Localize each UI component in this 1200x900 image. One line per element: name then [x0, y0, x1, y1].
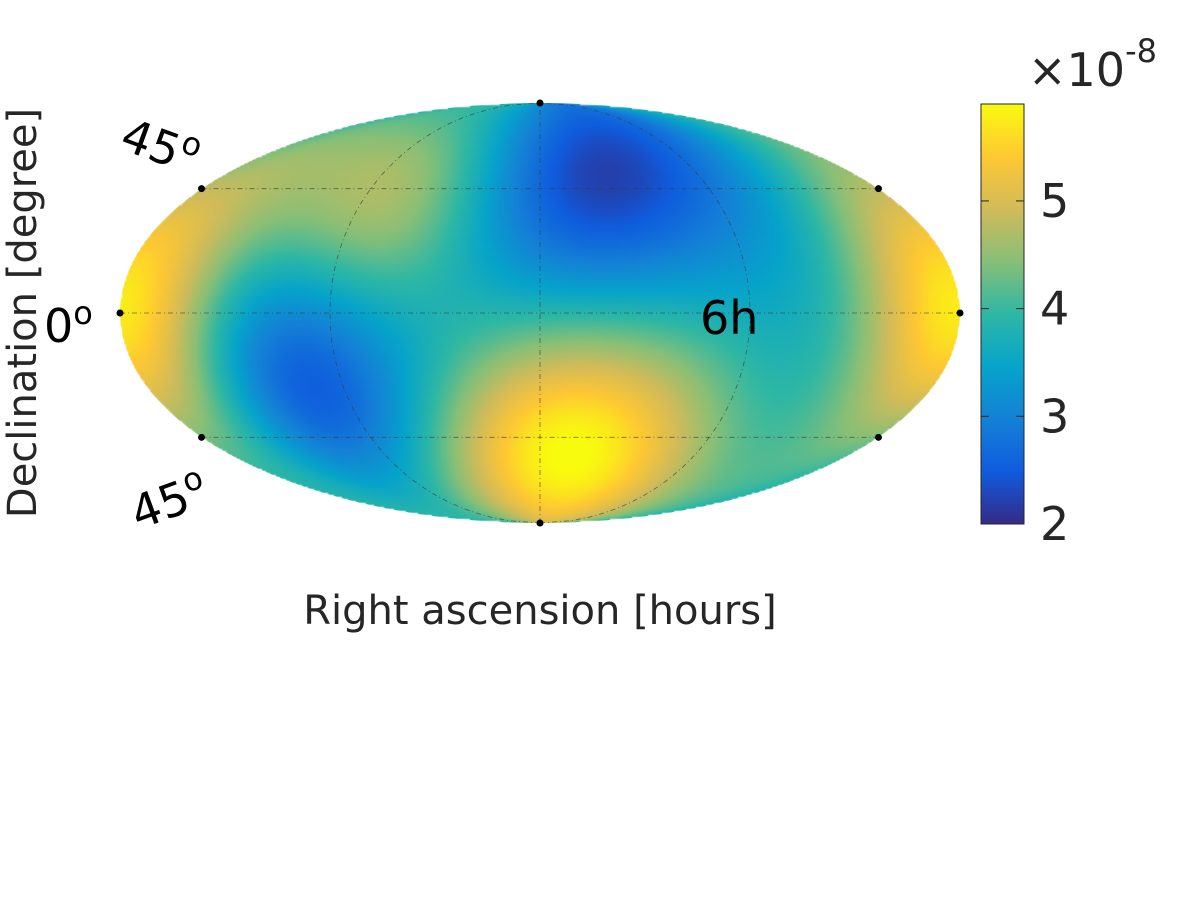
coordinate-grid: [120, 103, 960, 523]
colorbar-tick-label: 3: [1040, 389, 1069, 443]
grid-rim-marker: [874, 433, 882, 441]
grid-rim-marker: [198, 185, 206, 193]
x-axis-label: Right ascension [hours]: [303, 588, 777, 634]
colorbar-tick-label: 2: [1040, 497, 1069, 551]
meridian-line: [329, 103, 541, 523]
colorbar-tick-label: 4: [1040, 282, 1069, 336]
grid-rim-marker: [198, 433, 206, 441]
ra-label-6h: 6h: [700, 291, 758, 345]
dec-label-north: 45o: [114, 103, 208, 185]
colorbar-ticks: 2 3 4 5: [981, 174, 1069, 551]
y-axis-label: Declination [degree]: [0, 108, 46, 518]
dec-label-zero: 0o: [44, 294, 93, 353]
colorbar: 2 3 4 5 ×10-8: [980, 32, 1157, 551]
grid-tick-marks: [116, 99, 964, 527]
grid-rim-marker: [874, 185, 882, 193]
meridian-line: [539, 103, 751, 523]
sky-map: [116, 99, 964, 527]
grid-rim-marker: [116, 309, 124, 317]
colorbar-gradient: [980, 103, 1025, 525]
grid-rim-marker: [536, 519, 544, 527]
grid-rim-marker: [536, 99, 544, 107]
colorbar-tick-label: 5: [1040, 174, 1069, 228]
colorbar-multiplier: ×10-8: [1028, 32, 1157, 97]
dec-label-south: 45o: [122, 458, 216, 540]
grid-rim-marker: [956, 309, 964, 317]
